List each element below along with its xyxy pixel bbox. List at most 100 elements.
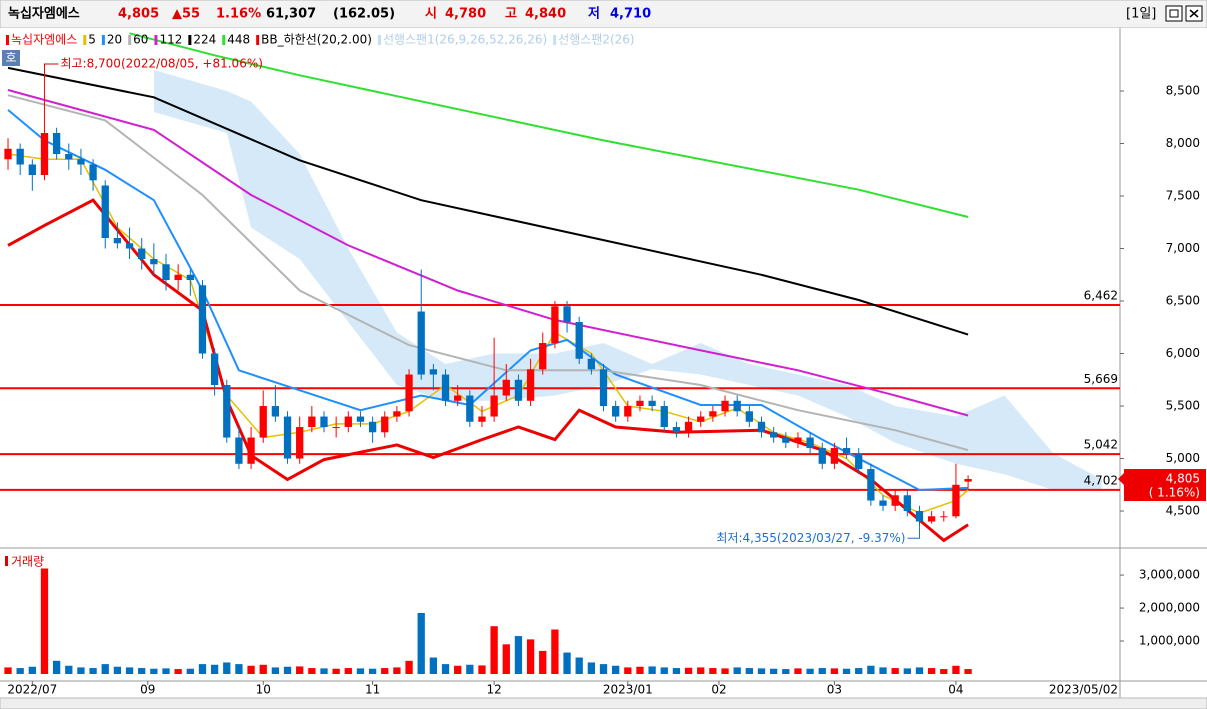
- volume-bar: [271, 667, 280, 674]
- volume-bar: [879, 667, 887, 674]
- candle-body: [283, 416, 292, 459]
- candle-body: [526, 369, 535, 401]
- volume-bar: [16, 668, 24, 674]
- legend-item: 60: [133, 33, 148, 47]
- candle-body: [478, 416, 486, 422]
- volume-bar: [806, 668, 814, 674]
- volume-bar: [514, 636, 523, 674]
- price-line-label: 4,702: [1084, 473, 1118, 487]
- candle-body: [150, 259, 158, 265]
- candle-body: [320, 416, 328, 428]
- y-tick-label: 4,500: [1166, 504, 1200, 518]
- volume-bar: [466, 664, 474, 674]
- candle-body: [636, 400, 644, 407]
- volume-bar: [794, 668, 802, 674]
- volume-bar: [952, 665, 960, 674]
- x-tick-label: 09: [140, 683, 155, 697]
- volume-bar: [52, 660, 61, 674]
- legend-marker: [188, 35, 192, 45]
- volume-bar: [563, 652, 571, 674]
- volume-bar: [332, 668, 340, 674]
- x-tick-label: 02: [711, 683, 726, 697]
- candle-body: [162, 264, 170, 281]
- candle-body: [271, 406, 280, 417]
- volume-bar: [125, 667, 134, 674]
- volume-bar: [964, 669, 972, 674]
- volume-bar: [259, 664, 267, 674]
- candle-body: [429, 369, 438, 375]
- candle-body: [648, 400, 656, 407]
- legend-item: 20: [107, 33, 122, 47]
- last-price-arrow: [1118, 473, 1124, 486]
- candle-body: [490, 395, 498, 417]
- volume: 61,307: [266, 7, 316, 22]
- price: 4,805: [118, 7, 159, 22]
- candle-body: [927, 516, 936, 522]
- price-plot: [0, 32, 1120, 543]
- candle-body: [915, 511, 924, 522]
- ichimoku-cloud: [153, 70, 1102, 490]
- volume-bar: [441, 664, 450, 674]
- volume-bar: [40, 568, 49, 674]
- candle-body: [210, 353, 219, 386]
- annotation: 최고:8,700(2022/08/05, +81.06%): [60, 57, 262, 71]
- volume-bar: [867, 665, 875, 674]
- candle-body: [344, 416, 352, 428]
- legend-item: 112: [159, 33, 182, 47]
- candle-body: [733, 400, 741, 412]
- candle-body: [235, 437, 243, 464]
- legend-item: 448: [227, 33, 250, 47]
- volume-bar: [757, 668, 766, 674]
- volume-bar: [198, 664, 207, 674]
- legend-marker: [6, 35, 9, 45]
- y-tick-label: 8,000: [1166, 136, 1200, 150]
- volume-legend-marker: [5, 556, 8, 566]
- candle-body: [356, 416, 365, 422]
- volume-bar: [162, 668, 170, 674]
- candle-body: [575, 322, 583, 359]
- volume-bar: [4, 667, 12, 674]
- x-tick-label: 2022/07: [7, 683, 57, 697]
- price-line-label: 5,042: [1084, 438, 1118, 452]
- candle-body: [247, 437, 255, 464]
- candle-body: [89, 164, 97, 181]
- candle-body: [587, 358, 595, 370]
- candle-body: [65, 154, 73, 160]
- candle-body: [454, 395, 462, 401]
- candle-body: [721, 400, 729, 412]
- chart: 호 2023/05/02 4,500 5,000 5,500 6,000 6,500 7,…: [0, 28, 1207, 709]
- candle-body: [867, 469, 875, 501]
- candle-body: [891, 495, 899, 506]
- volume-bar: [28, 666, 36, 674]
- volume-bar: [745, 668, 753, 674]
- volume-bar: [660, 667, 668, 674]
- volume-bar: [551, 629, 559, 674]
- side-button-label: 호: [5, 51, 16, 65]
- volume-bar: [344, 668, 352, 674]
- last-price-pct: ( 1.16%): [1149, 486, 1200, 500]
- scrollbar[interactable]: [0, 697, 1207, 709]
- volume-bar: [417, 613, 425, 674]
- x-tick-label: 04: [948, 683, 963, 697]
- restore-button[interactable]: [1165, 5, 1183, 22]
- side-button[interactable]: [2, 50, 20, 66]
- x-tick-label: 10: [256, 683, 271, 697]
- candle-body: [964, 479, 972, 482]
- x-tick-label: 03: [827, 683, 842, 697]
- volume-bar: [113, 666, 122, 674]
- period-button[interactable]: [1일]: [1126, 7, 1156, 22]
- candle-body: [405, 374, 413, 412]
- volume-bar: [381, 668, 389, 674]
- candle-body: [842, 448, 851, 454]
- open-label: 시: [425, 7, 437, 22]
- legend-item: 녹십자엠에스: [11, 33, 77, 47]
- volume-bar: [235, 664, 243, 674]
- candle-body: [223, 385, 231, 438]
- candle-body: [855, 453, 863, 470]
- legend-marker: [256, 35, 260, 45]
- volume-bar: [770, 668, 778, 674]
- restore-icon: [1169, 9, 1179, 18]
- volume-bar: [697, 667, 705, 674]
- change-pct: 1.16%: [216, 7, 261, 22]
- legend-item: 선행스팬2(26): [558, 32, 634, 47]
